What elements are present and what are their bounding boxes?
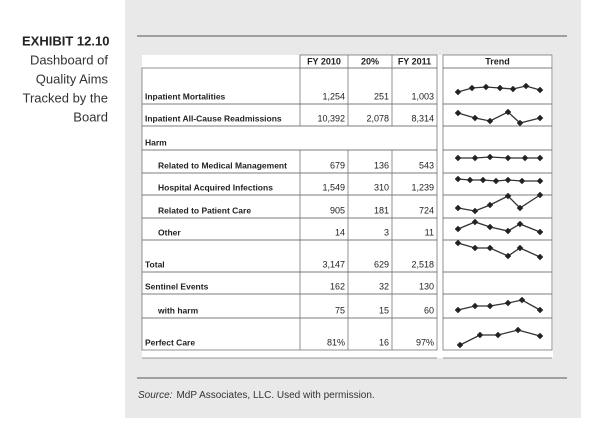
column-header: FY 2010 bbox=[307, 56, 341, 66]
cell: 130 bbox=[419, 281, 434, 291]
cell: 162 bbox=[330, 281, 345, 291]
cell: 16 bbox=[379, 337, 389, 347]
cell: 2,078 bbox=[366, 113, 389, 123]
cell: 1,549 bbox=[322, 182, 345, 192]
cell: 629 bbox=[374, 259, 389, 269]
row-label: Sentinel Events bbox=[145, 281, 209, 291]
row-label: Perfect Care bbox=[145, 337, 195, 347]
sparkline bbox=[454, 191, 544, 215]
cell: 3 bbox=[384, 227, 389, 237]
cell: 81% bbox=[327, 337, 345, 347]
cell: 97% bbox=[416, 337, 434, 347]
cell: 10,392 bbox=[317, 113, 345, 123]
cell: 251 bbox=[374, 91, 389, 101]
cell: 2,518 bbox=[411, 259, 434, 269]
source: Source: MdP Associates, LLC. Used with pe… bbox=[138, 390, 375, 401]
sparkline bbox=[454, 153, 544, 162]
sparkline bbox=[454, 218, 544, 236]
row-label: Related to Patient Care bbox=[158, 205, 251, 215]
sparkline bbox=[454, 82, 544, 96]
caption-line: Dashboard of bbox=[30, 52, 108, 67]
cell: 14 bbox=[335, 227, 345, 237]
caption-line: Tracked by the bbox=[22, 90, 108, 105]
row-label: Inpatient All-Cause Readmissions bbox=[145, 113, 282, 123]
sparkline bbox=[454, 239, 544, 261]
row-box bbox=[141, 317, 438, 351]
row-label: Inpatient Mortalities bbox=[145, 91, 226, 101]
column-header: 20% bbox=[361, 56, 379, 66]
cell: 1,254 bbox=[322, 91, 345, 101]
sparkline bbox=[456, 326, 544, 349]
cell: 11 bbox=[425, 227, 434, 237]
caption-line: Quality Aims bbox=[36, 71, 109, 86]
cell: 8,314 bbox=[411, 113, 434, 123]
row-label: Harm bbox=[145, 137, 167, 147]
sparkline bbox=[454, 296, 544, 314]
cell: 310 bbox=[374, 182, 389, 192]
cell: 181 bbox=[374, 205, 389, 215]
cell: 136 bbox=[374, 160, 389, 170]
source-label: Source: bbox=[138, 390, 173, 401]
trends bbox=[454, 82, 544, 349]
cell: 679 bbox=[330, 160, 345, 170]
row-label: Total bbox=[145, 259, 165, 269]
column-header: Trend bbox=[485, 56, 510, 66]
cell: 1,239 bbox=[411, 182, 434, 192]
row-label: Other bbox=[158, 227, 181, 237]
cell: 1,003 bbox=[411, 91, 434, 101]
cell: 3,147 bbox=[322, 259, 345, 269]
cell: 905 bbox=[330, 205, 345, 215]
exhibit: EXHIBIT 12.10 bbox=[22, 33, 109, 48]
cell: 15 bbox=[379, 305, 389, 315]
cell: 60 bbox=[424, 305, 434, 315]
cell: 724 bbox=[419, 205, 434, 215]
cell: 543 bbox=[419, 160, 434, 170]
source-text: MdP Associates, LLC. Used with permissio… bbox=[176, 390, 374, 401]
row-label: Related to Medical Management bbox=[158, 160, 287, 170]
sparkline bbox=[454, 175, 544, 185]
row-label: Hospital Acquired Infections bbox=[158, 182, 273, 192]
trend-box bbox=[442, 317, 553, 351]
row-label: with harm bbox=[157, 305, 199, 315]
column-header: FY 2011 bbox=[398, 56, 431, 66]
cell: 75 bbox=[335, 305, 345, 315]
sparkline bbox=[454, 108, 544, 127]
caption-line: Board bbox=[73, 109, 108, 124]
cell: 32 bbox=[379, 281, 389, 291]
